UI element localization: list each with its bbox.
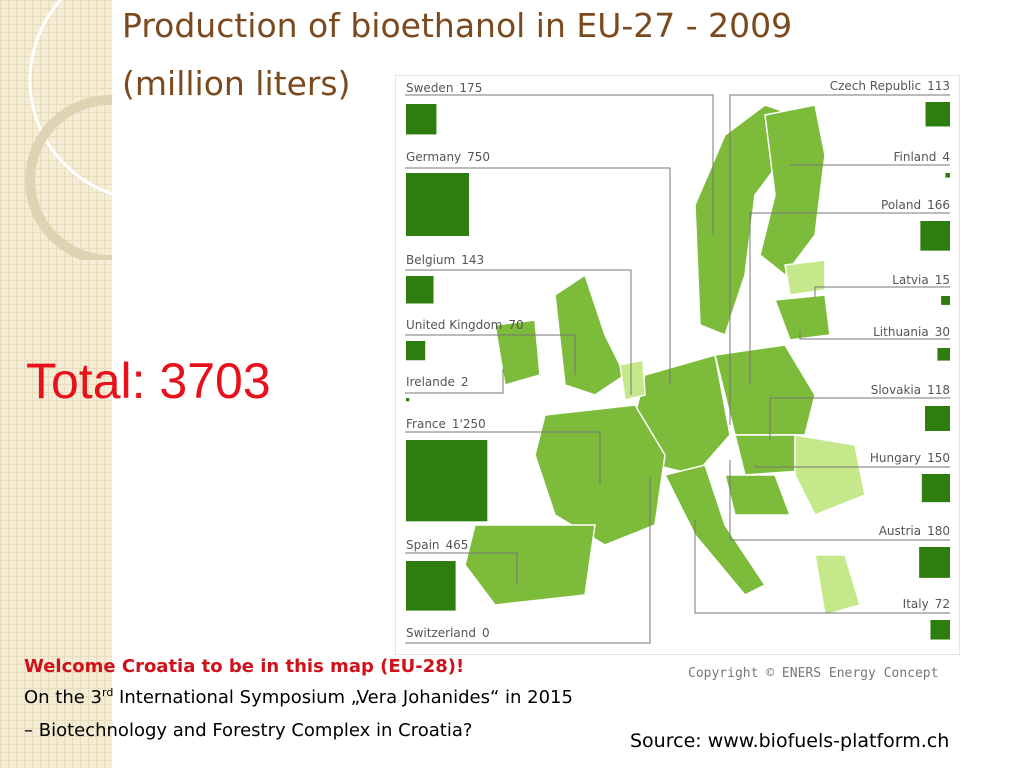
map-shapes xyxy=(464,104,866,616)
welcome-note: Welcome Croatia to be in this map (EU-28… xyxy=(24,656,464,677)
country-value: 30 xyxy=(935,325,950,339)
country-name: Latvia xyxy=(892,273,929,287)
welcome: Welcome Croatia to be in this map (EU-28… xyxy=(24,656,465,677)
country-label: Sweden 175 xyxy=(406,81,482,95)
value-square xyxy=(920,221,950,251)
country-name: Austria xyxy=(879,524,921,538)
country-value: 465 xyxy=(446,538,469,552)
country-name: Irelande xyxy=(406,375,455,389)
country-label: Switzerland 0 xyxy=(406,626,490,640)
value-square xyxy=(925,406,950,431)
country-value: 15 xyxy=(935,273,950,287)
symposium-text: On the 3 xyxy=(24,687,103,708)
value-square xyxy=(941,296,950,305)
symposium-sup: rd xyxy=(102,686,114,699)
country-name: Poland xyxy=(881,198,921,212)
country-label: Germany 750 xyxy=(406,150,490,164)
value-square xyxy=(937,348,950,361)
country-name: Belgium xyxy=(406,253,455,267)
country-value: 113 xyxy=(927,79,950,93)
country-name: Slovakia xyxy=(871,383,921,397)
value-square xyxy=(930,620,950,640)
country-label: Poland 166 xyxy=(881,198,950,212)
value-square xyxy=(406,104,437,135)
value-square xyxy=(406,440,488,522)
country-value: 70 xyxy=(508,318,523,332)
value-square xyxy=(925,102,950,127)
leader-lines xyxy=(405,94,950,644)
country-name: Czech Republic xyxy=(830,79,921,93)
side-decoration xyxy=(0,0,272,768)
country-label: Finland 4 xyxy=(893,150,950,164)
country-value: 1'250 xyxy=(452,417,486,431)
value-square xyxy=(921,474,950,503)
country-name: France xyxy=(406,417,446,431)
country-value: 150 xyxy=(927,451,950,465)
value-square xyxy=(945,173,950,178)
symposium-note: On the 3rd International Symposium „Vera… xyxy=(24,686,573,708)
map: Sweden 175 Germany 750 Belgium 143 United King… xyxy=(395,75,960,655)
country-value: 143 xyxy=(461,253,484,267)
decor-circles xyxy=(25,0,272,265)
country-name: Germany xyxy=(406,150,461,164)
symposium-text: International Symposium „Vera Johanides“… xyxy=(113,687,573,708)
country-label: Belgium 143 xyxy=(406,253,484,267)
country-value: 750 xyxy=(467,150,490,164)
country-value: 180 xyxy=(927,524,950,538)
source: Source: www.biofuels-platform.ch xyxy=(630,730,950,752)
country-name: Sweden xyxy=(406,81,453,95)
copyright: Copyright © ENERS Energy Concept xyxy=(688,666,939,681)
country-label: Spain 465 xyxy=(406,538,468,552)
country-label: United Kingdom 70 xyxy=(406,318,524,332)
country-name: Lithuania xyxy=(873,325,929,339)
country-label: Irelande 2 xyxy=(406,375,469,389)
country-value: 175 xyxy=(459,81,482,95)
country-label: Lithuania 30 xyxy=(873,325,950,339)
country-value: 0 xyxy=(482,626,490,640)
value-square xyxy=(406,398,410,402)
country-name: United Kingdom xyxy=(406,318,502,332)
value-square xyxy=(406,276,434,304)
country-value: 166 xyxy=(927,198,950,212)
value-square xyxy=(406,173,469,236)
country-value: 4 xyxy=(942,150,950,164)
total: Total: 3703 xyxy=(26,353,271,409)
country-label: Austria 180 xyxy=(879,524,950,538)
country-label: France 1'250 xyxy=(406,417,486,431)
country-value: 2 xyxy=(461,375,469,389)
title: Production of bioethanol in EU-27 - 2009 xyxy=(122,6,793,45)
value-square xyxy=(406,561,456,611)
country-label: Czech Republic 113 xyxy=(830,79,950,93)
country-label: Hungary 150 xyxy=(870,451,950,465)
country-label: Latvia 15 xyxy=(892,273,950,287)
country-label: Slovakia 118 xyxy=(871,383,950,397)
country-name: Spain xyxy=(406,538,440,552)
title: (million liters) xyxy=(122,64,351,103)
symposium-note: – Biotechnology and Forestry Complex in … xyxy=(24,720,473,741)
country-name: Finland xyxy=(893,150,936,164)
country-value: 72 xyxy=(935,597,950,611)
country-name: Italy xyxy=(903,597,929,611)
value-square xyxy=(919,547,950,578)
value-square xyxy=(406,341,426,361)
country-name: Hungary xyxy=(870,451,921,465)
country-label: Italy 72 xyxy=(903,597,950,611)
country-name: Switzerland xyxy=(406,626,476,640)
country-value: 118 xyxy=(927,383,950,397)
